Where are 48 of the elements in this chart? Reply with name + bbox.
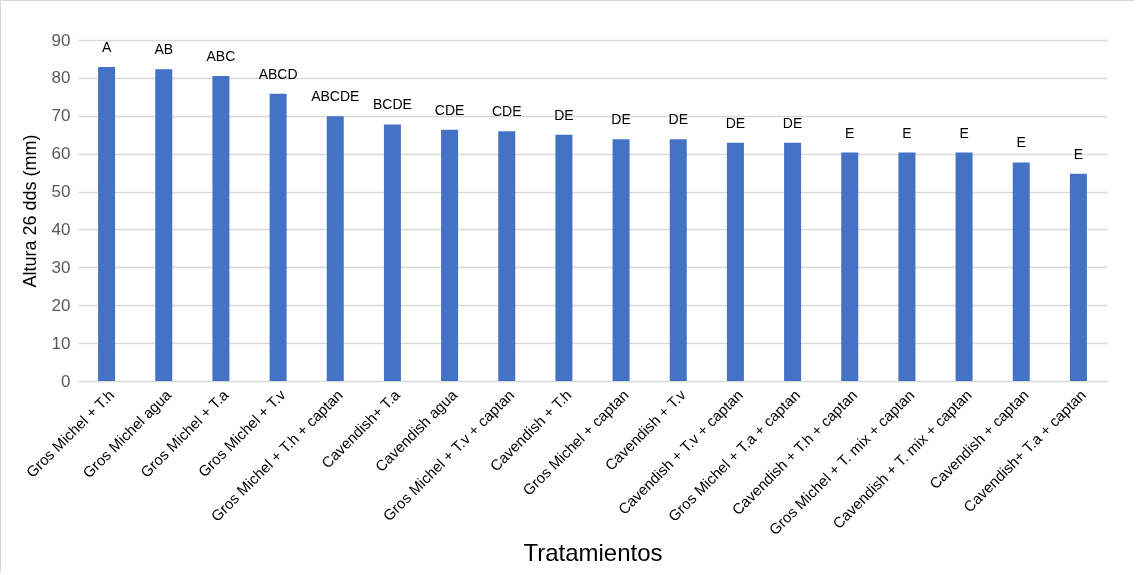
y-tick-label: 40 xyxy=(51,219,71,239)
data-label: CDE xyxy=(434,101,465,118)
bar xyxy=(498,131,516,381)
data-label: DE xyxy=(668,111,688,128)
data-label: CDE xyxy=(491,103,522,120)
bar xyxy=(326,116,344,381)
data-label: DE xyxy=(554,106,574,123)
bar xyxy=(155,69,173,381)
y-tick-label: 20 xyxy=(51,295,71,315)
y-tick-label: 30 xyxy=(51,257,71,277)
data-label: DE xyxy=(611,111,631,128)
bar xyxy=(383,124,401,381)
y-tick-label: 0 xyxy=(61,371,71,391)
bar xyxy=(955,152,973,381)
bar xyxy=(98,66,116,381)
y-tick-label: 10 xyxy=(51,333,71,353)
y-tick-label: 50 xyxy=(51,182,71,202)
data-label: A xyxy=(101,38,112,55)
data-label: DE xyxy=(782,114,803,131)
data-label: DE xyxy=(725,114,746,131)
y-tick-label: 80 xyxy=(51,68,71,88)
data-label: E xyxy=(1073,145,1084,162)
data-label: ABC xyxy=(206,47,236,64)
data-label: BCDE xyxy=(372,96,412,113)
bar xyxy=(555,134,573,381)
bar xyxy=(841,152,859,381)
data-label: AB xyxy=(154,41,174,58)
bar xyxy=(212,75,230,381)
bar xyxy=(1012,162,1030,381)
bar xyxy=(441,129,459,381)
data-label: ABCD xyxy=(258,65,298,82)
data-label: E xyxy=(959,124,969,141)
bar xyxy=(612,139,630,381)
bar xyxy=(269,93,287,381)
data-label: E xyxy=(1016,134,1026,151)
bar xyxy=(1069,173,1087,381)
x-axis-title: Tratamientos xyxy=(523,539,663,567)
data-label: ABCDE xyxy=(311,88,360,105)
y-tick-label: 90 xyxy=(51,30,71,50)
bar xyxy=(726,142,744,381)
y-tick-label: 70 xyxy=(51,106,71,126)
y-tick-label: 60 xyxy=(51,144,71,164)
data-label: E xyxy=(902,124,912,141)
bar xyxy=(669,139,687,381)
y-axis-title: Altura 26 dds (mm) xyxy=(19,134,40,288)
bar xyxy=(898,152,916,381)
bar xyxy=(784,142,802,381)
data-label: E xyxy=(845,124,855,141)
